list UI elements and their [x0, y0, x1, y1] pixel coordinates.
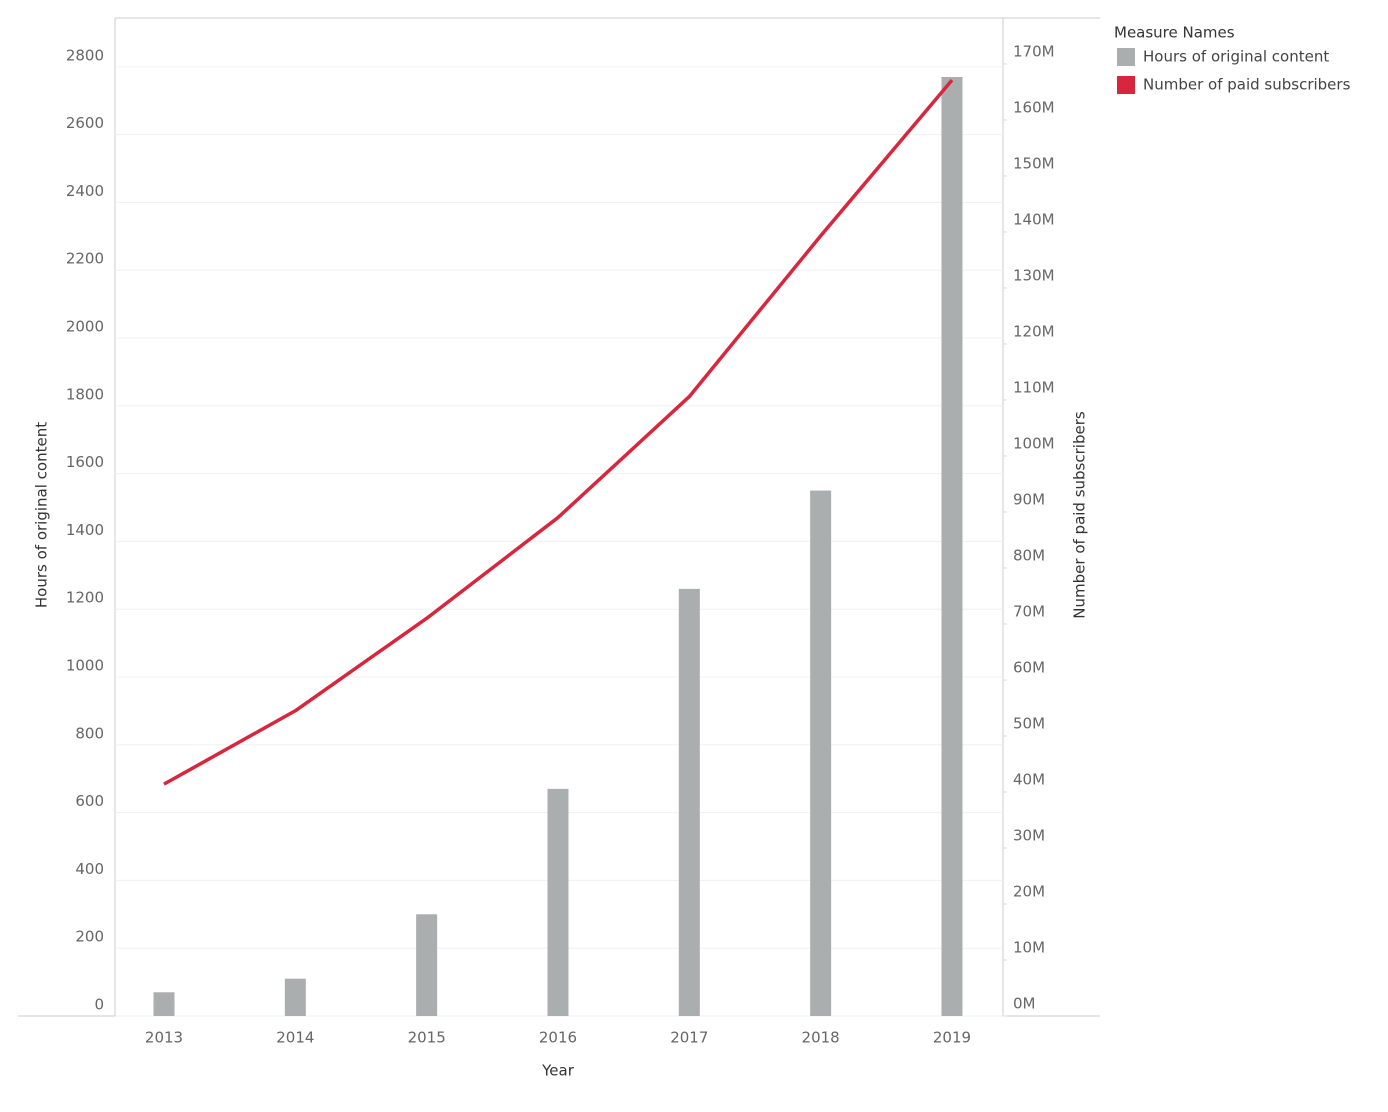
y-tick-label: 600 — [75, 792, 104, 810]
y2-axis-title: Number of paid subscribers — [1071, 411, 1089, 619]
y2-tick-label: 130M — [1013, 266, 1055, 284]
y2-tick-label: 140M — [1013, 210, 1055, 228]
y2-tick-label: 10M — [1013, 938, 1045, 956]
x-tick-label: 2018 — [802, 1029, 840, 1047]
x-tick-label: 2019 — [933, 1029, 971, 1047]
y2-tick-label: 50M — [1013, 714, 1045, 732]
y2-tick-label: 20M — [1013, 882, 1045, 900]
x-tick-label: 2015 — [408, 1029, 446, 1047]
y-tick-label: 1200 — [66, 589, 104, 607]
legend-label: Number of paid subscribers — [1143, 76, 1351, 94]
y2-tick-label: 60M — [1013, 658, 1045, 676]
y-tick-label: 2000 — [66, 318, 104, 336]
y-tick-label: 0 — [94, 996, 104, 1014]
y2-tick-label: 110M — [1013, 378, 1055, 396]
y2-tick-label: 170M — [1013, 42, 1055, 60]
y2-tick-label: 40M — [1013, 770, 1045, 788]
legend-title: Measure Names — [1114, 24, 1235, 42]
bar — [153, 992, 175, 1016]
y-tick-label: 2800 — [66, 46, 104, 64]
bar — [416, 914, 438, 1016]
y-tick-label: 200 — [75, 928, 104, 946]
grid — [115, 66, 1003, 1017]
x-tick-label: 2017 — [670, 1029, 708, 1047]
line — [163, 79, 954, 786]
legend-label: Hours of original content — [1143, 48, 1329, 66]
bar — [284, 978, 306, 1016]
y2-tick-label: 160M — [1013, 98, 1055, 116]
y2-tick-label: 100M — [1013, 434, 1055, 452]
y-tick-label: 2600 — [66, 114, 104, 132]
y2-tick-label: 30M — [1013, 826, 1045, 844]
y2-tick-label: 120M — [1013, 322, 1055, 340]
bar — [810, 490, 832, 1016]
y-tick-label: 1400 — [66, 521, 104, 539]
x-axis-title: Year — [541, 1062, 575, 1080]
y-tick-label: 2200 — [66, 250, 104, 268]
bar — [678, 588, 700, 1016]
y2-tick-label: 70M — [1013, 602, 1045, 620]
x-tick-label: 2016 — [539, 1029, 577, 1047]
bar — [941, 76, 963, 1017]
y2-tick-label: 0M — [1013, 995, 1036, 1013]
legend-swatch — [1117, 76, 1135, 94]
y-tick-label: 800 — [75, 724, 104, 742]
legend-swatch — [1117, 48, 1135, 66]
y2-tick-label: 90M — [1013, 490, 1045, 508]
y-tick-label: 1800 — [66, 385, 104, 403]
y2-tick-label: 150M — [1013, 154, 1055, 172]
x-tick-label: 2014 — [276, 1029, 314, 1047]
y-tick-label: 2400 — [66, 182, 104, 200]
bar — [547, 788, 569, 1016]
y-tick-label: 1000 — [66, 657, 104, 675]
y-tick-label: 400 — [75, 860, 104, 878]
y-tick-label: 1600 — [66, 453, 104, 471]
y2-tick-label: 80M — [1013, 546, 1045, 564]
y-axis-title: Hours of original content — [33, 422, 51, 608]
x-tick-label: 2013 — [145, 1029, 183, 1047]
